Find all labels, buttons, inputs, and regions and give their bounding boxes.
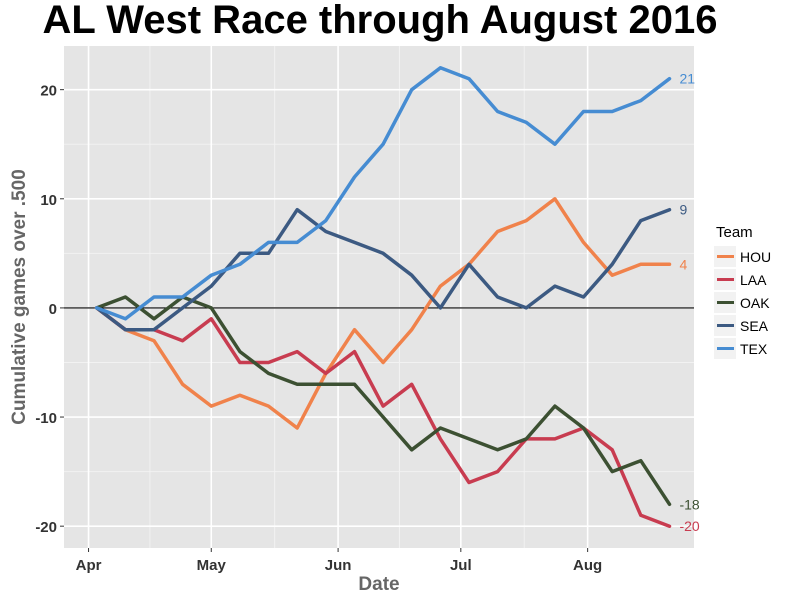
x-tick-label: Jun [325, 557, 352, 574]
y-tick-label: -10 [35, 410, 57, 427]
y-tick-label: 10 [40, 192, 57, 209]
series-line-sea [94, 207, 672, 332]
y-axis-ticks: -20 -10 0 10 20 [35, 83, 64, 536]
legend-title: Team [716, 224, 753, 241]
end-label-tex: 21 [679, 71, 695, 87]
legend-label: HOU [740, 248, 772, 265]
end-label-sea: 9 [679, 202, 687, 218]
legend-label: SEA [740, 317, 769, 334]
series-line-hou [94, 197, 672, 430]
end-labels: 4 -20 -18 9 21 [679, 71, 699, 534]
end-label-hou: 4 [679, 256, 687, 272]
series-layer [94, 66, 672, 528]
legend-swatch [717, 347, 734, 350]
legend-label: LAA [740, 271, 767, 288]
x-axis-ticks: Apr May Jun Jul Aug [76, 548, 602, 574]
end-label-oak: -18 [679, 496, 699, 512]
legend-key-laa [714, 269, 736, 290]
x-tick-label: Aug [573, 557, 602, 574]
x-tick-label: May [197, 557, 227, 574]
y-tick-label: 0 [49, 301, 57, 318]
legend-swatch [717, 301, 734, 304]
x-tick-label: Jul [450, 557, 472, 574]
legend-key-hou [714, 246, 736, 267]
legend-item-oak: OAK [714, 291, 772, 314]
legend: Team HOU LAA OAK SEA TEX [714, 224, 772, 360]
legend-key-oak [714, 292, 736, 313]
legend-item-laa: LAA [714, 268, 772, 291]
chart-title: AL West Race through August 2016 [42, 0, 718, 42]
legend-swatch [717, 255, 734, 258]
y-tick-label: 20 [40, 83, 57, 100]
legend-swatch [717, 324, 734, 327]
legend-swatch [717, 278, 734, 281]
series-line-tex [94, 66, 672, 321]
legend-label: OAK [740, 294, 770, 311]
legend-label: TEX [740, 340, 768, 357]
legend-item-sea: SEA [714, 314, 772, 337]
series-line-laa [94, 306, 672, 528]
end-label-laa: -20 [679, 518, 699, 534]
legend-items: HOU LAA OAK SEA TEX [714, 245, 772, 360]
y-tick-label: -20 [35, 519, 57, 536]
legend-item-tex: TEX [714, 337, 772, 360]
legend-key-sea [714, 315, 736, 336]
legend-key-tex [714, 338, 736, 359]
legend-item-hou: HOU [714, 245, 772, 268]
x-tick-label: Apr [76, 557, 102, 574]
x-axis-label: Date [358, 574, 399, 595]
y-axis-label: Cumulative games over .500 [9, 169, 30, 425]
